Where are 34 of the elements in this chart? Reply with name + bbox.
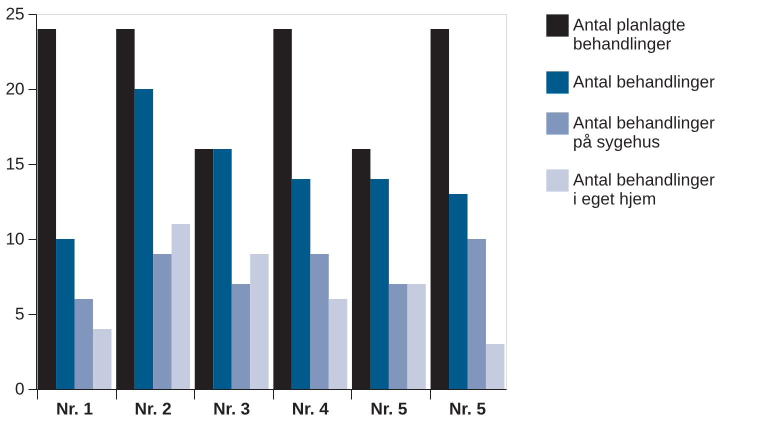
y-tick-label: 15 bbox=[6, 154, 24, 174]
bar bbox=[172, 224, 190, 389]
bar bbox=[74, 299, 93, 389]
bar bbox=[213, 149, 232, 389]
y-tick-label: 10 bbox=[6, 230, 24, 248]
legend-label: Antal planlagte behandlinger bbox=[573, 16, 686, 54]
bar bbox=[310, 254, 329, 389]
x-tick-label: Nr. 1 bbox=[56, 400, 93, 418]
y-tick-label: 25 bbox=[6, 4, 24, 24]
bar bbox=[134, 89, 154, 389]
bar bbox=[92, 329, 112, 389]
bar bbox=[250, 254, 269, 389]
x-tick-label: Nr. 2 bbox=[134, 400, 172, 418]
bar bbox=[407, 284, 426, 389]
legend-label: Antal behandlinger på sygehus bbox=[573, 114, 716, 152]
bar bbox=[328, 299, 348, 389]
bar bbox=[370, 179, 389, 389]
bar bbox=[388, 284, 408, 389]
x-tick-label: Nr. 5 bbox=[449, 400, 486, 418]
legend-label: Antal behandlinger bbox=[573, 72, 716, 92]
bar bbox=[153, 254, 172, 389]
bar bbox=[292, 179, 310, 389]
y-tick-label: 5 bbox=[15, 304, 24, 324]
legend-label: Antal behandlinger i eget hjem bbox=[573, 170, 716, 208]
bar bbox=[56, 239, 75, 389]
bar bbox=[467, 239, 486, 389]
y-tick-label: 0 bbox=[15, 380, 24, 398]
bar bbox=[486, 344, 504, 389]
bar bbox=[449, 194, 468, 389]
x-tick-label: Nr. 3 bbox=[213, 400, 250, 418]
y-tick-label: 20 bbox=[6, 80, 24, 98]
x-tick-label: Nr. 4 bbox=[292, 400, 330, 418]
bar bbox=[232, 284, 250, 389]
x-tick-label: Nr. 5 bbox=[370, 400, 408, 418]
